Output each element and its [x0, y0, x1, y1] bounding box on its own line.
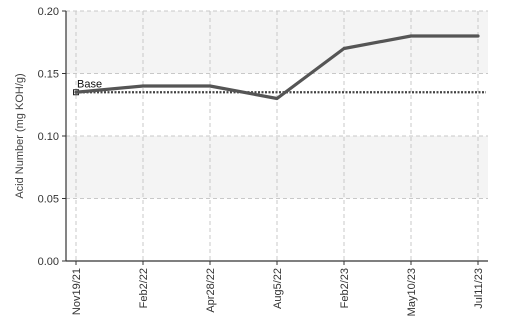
- baseline-label: Base: [77, 78, 102, 90]
- data-point: [74, 90, 78, 94]
- series-group: [74, 34, 480, 101]
- x-tick-label: Nov19/21: [71, 268, 83, 315]
- x-tick-label: Jul11/23: [473, 268, 485, 309]
- x-tick-label: Feb2/22: [138, 268, 150, 308]
- data-point: [342, 47, 346, 50]
- y-tick-label: 0.20: [38, 6, 59, 18]
- x-tick-label: Apr28/22: [205, 268, 217, 313]
- data-point: [208, 84, 212, 88]
- data-point: [476, 34, 480, 38]
- x-tick-label: Feb2/23: [339, 268, 351, 308]
- y-tick-labels: 0.00 0.05 0.10 0.15 0.20: [38, 6, 59, 268]
- x-tick-label: May10/23: [406, 268, 418, 316]
- y-axis-title: Acid Number (mg KOH/g): [14, 73, 26, 198]
- y-tick-label: 0.00: [38, 256, 59, 268]
- axes: [62, 10, 488, 265]
- y-tick-label: 0.10: [38, 131, 59, 143]
- x-tick-label: Aug5/22: [272, 268, 284, 309]
- x-tick-labels: Nov19/21 Feb2/22 Apr28/22 Aug5/22 Feb2/23 May…: [71, 268, 485, 316]
- y-tick-label: 0.05: [38, 194, 59, 206]
- data-point: [275, 97, 279, 100]
- data-point: [409, 34, 413, 38]
- y-tick-label: 0.15: [38, 69, 59, 81]
- data-point: [141, 84, 145, 88]
